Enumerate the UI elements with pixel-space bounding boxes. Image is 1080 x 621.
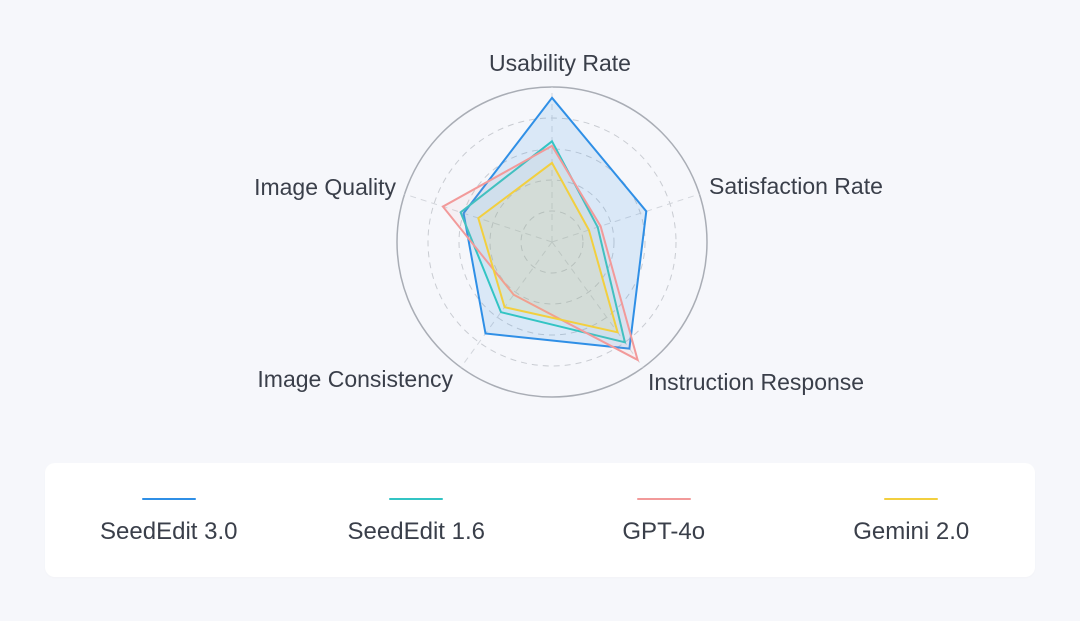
legend-label: SeedEdit 1.6 (347, 518, 485, 545)
axis-label-usability-rate: Usability Rate (489, 50, 631, 76)
legend-label: GPT-4o (622, 518, 706, 545)
radar-series-gpt-4o (441, 144, 640, 362)
axis-label-satisfaction-rate: Satisfaction Rate (709, 173, 883, 199)
legend-swatch (636, 498, 691, 500)
radar-spoke (551, 241, 644, 368)
legend-item-seededit-1-6[interactable]: SeedEdit 1.6 (296, 463, 536, 546)
legend-label: SeedEdit 3.0 (100, 518, 238, 545)
legend: SeedEdit 3.0 SeedEdit 1.6 GPT-4o Gemini … (45, 463, 1035, 577)
radar-series (441, 96, 648, 362)
axis-label-image-consistency: Image Consistency (257, 366, 453, 392)
legend-item-gpt-4o[interactable]: GPT-4o (544, 463, 784, 546)
radar-spoke (460, 241, 553, 368)
legend-swatch (141, 498, 196, 500)
legend-item-gemini-2[interactable]: Gemini 2.0 (791, 463, 1031, 546)
radar-chart: Usability Rate Satisfaction Rate Instruc… (254, 50, 883, 398)
legend-item-seededit-3[interactable]: SeedEdit 3.0 (49, 463, 289, 546)
legend-swatch (884, 498, 939, 500)
radar-spoke (551, 193, 700, 243)
radar-series-seededit-1-6 (459, 139, 627, 344)
legend-label: Gemini 2.0 (853, 518, 970, 545)
radar-grid-ring (458, 148, 646, 336)
axis-label-image-quality: Image Quality (254, 174, 396, 200)
axis-label-instruction-response: Instruction Response (648, 369, 864, 395)
radar-grid-ring (520, 210, 584, 274)
legend-swatch (389, 498, 444, 500)
radar-series-seededit-3-0 (462, 96, 648, 350)
radar-series-gemini-2-0 (477, 161, 620, 334)
radar-grid-ring (489, 179, 615, 305)
